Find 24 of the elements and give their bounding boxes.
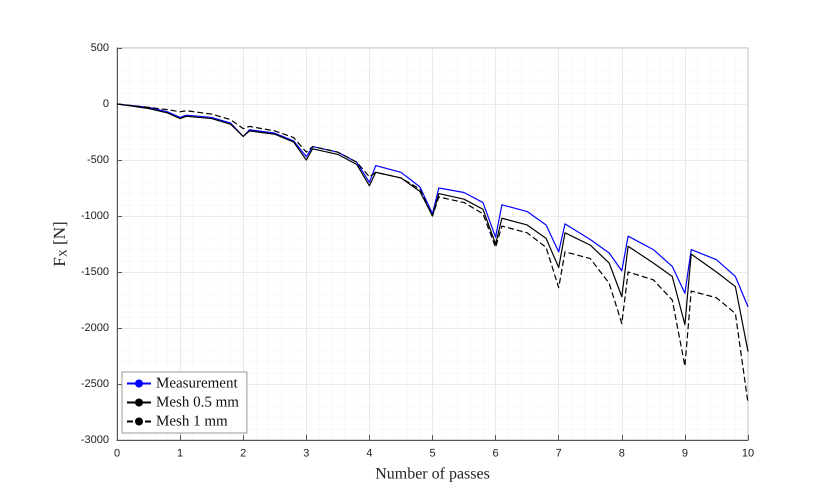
- x-tick-label: 3: [303, 448, 310, 460]
- x-tick-label: 9: [682, 448, 688, 460]
- legend-label: Mesh 1 mm: [156, 414, 228, 430]
- x-tick-label: 5: [429, 448, 436, 460]
- x-axis-title: Number of passes: [375, 466, 490, 482]
- x-tick-label: 4: [366, 448, 372, 460]
- y-tick-label: -2500: [80, 378, 109, 390]
- x-tick-label: 6: [492, 448, 499, 460]
- legend-label: Mesh 0.5 mm: [156, 394, 240, 410]
- x-tick-label: 2: [240, 448, 246, 460]
- y-tick-label: 500: [90, 42, 109, 54]
- x-tick-label: 0: [114, 448, 120, 460]
- y-tick-label: -3000: [80, 434, 109, 446]
- x-tick-label: 10: [742, 448, 754, 460]
- y-tick-label: 0: [102, 98, 109, 110]
- legend-label: Measurement: [156, 376, 238, 392]
- y-tick-label: -2000: [80, 322, 109, 334]
- x-tick-label: 8: [618, 448, 625, 460]
- y-axis-title: FX [N]: [50, 221, 70, 267]
- x-tick-label: 7: [556, 448, 562, 460]
- y-tick-label: -500: [86, 154, 109, 166]
- y-tick-label: -1000: [80, 210, 109, 222]
- y-tick-label: -1500: [80, 266, 109, 278]
- x-tick-label: 1: [177, 448, 184, 460]
